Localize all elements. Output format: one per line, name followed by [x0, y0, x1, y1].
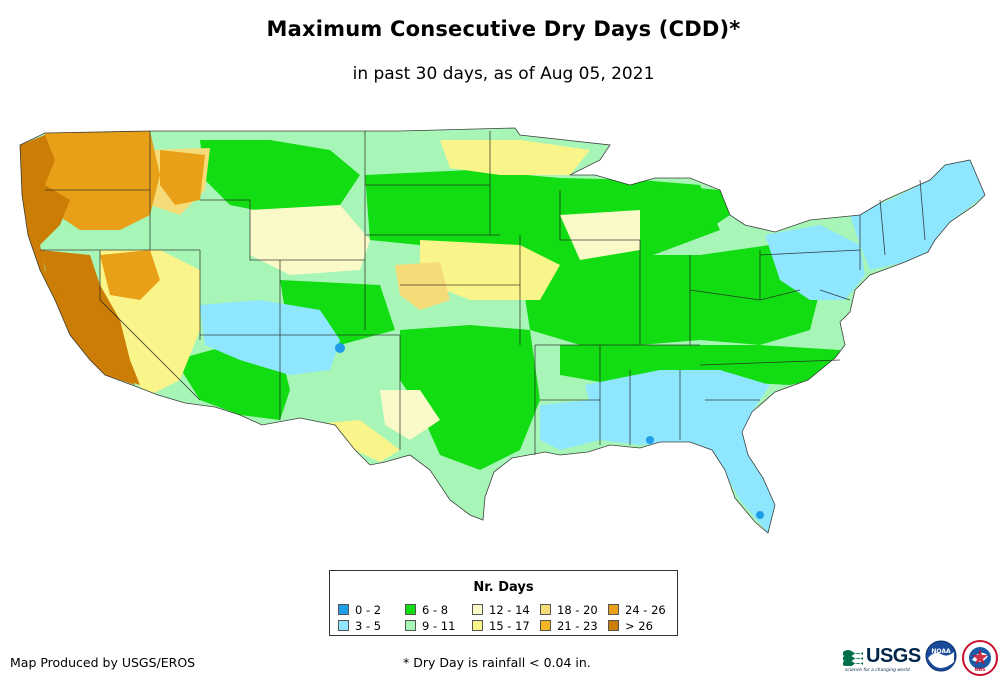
legend-item-9-11: 9 - 11 [405, 618, 455, 633]
legend-swatch [472, 620, 483, 631]
legend: Nr. Days 0 - 2 3 - 5 6 - 8 9 - 11 12 - 1… [329, 570, 678, 636]
legend-item-24-26: 24 - 26 [608, 602, 666, 617]
legend-label: 9 - 11 [422, 618, 456, 633]
usgs-logo: USGS [843, 643, 921, 669]
dry-day-footnote: * Dry Day is rainfall < 0.04 in. [403, 655, 591, 670]
legend-swatch [608, 604, 619, 615]
legend-swatch [338, 620, 349, 631]
legend-swatch [540, 604, 551, 615]
state-boundaries [19, 127, 986, 534]
noaa-logo-text: NOAA [931, 648, 951, 655]
conus-dry-days-map [19, 127, 986, 534]
legend-swatch [405, 604, 416, 615]
legend-swatch [608, 620, 619, 631]
nws-logo-icon: NWS [962, 640, 998, 676]
legend-item-6-8: 6 - 8 [405, 602, 448, 617]
dark-blue-patches [335, 343, 764, 519]
legend-item-over-26: > 26 [608, 618, 653, 633]
legend-grid: 0 - 2 3 - 5 6 - 8 9 - 11 12 - 14 15 - 17… [338, 602, 678, 634]
legend-label: 3 - 5 [355, 618, 382, 633]
legend-swatch [472, 604, 483, 615]
legend-label: 0 - 2 [355, 602, 382, 617]
driest-zone [20, 135, 135, 385]
map-title: Maximum Consecutive Dry Days (CDD)* [266, 17, 741, 41]
legend-item-0-2: 0 - 2 [338, 602, 381, 617]
driest-zone-2 [40, 250, 140, 385]
legend-label: 15 - 17 [489, 618, 530, 633]
legend-item-18-20: 18 - 20 [540, 602, 598, 617]
legend-swatch [540, 620, 551, 631]
legend-item-12-14: 12 - 14 [472, 602, 530, 617]
usgs-wave-icon [843, 650, 863, 666]
legend-label: 12 - 14 [489, 602, 530, 617]
legend-item-21-23: 21 - 23 [540, 618, 598, 633]
usgs-tagline: science for a changing world [845, 668, 910, 673]
legend-label: > 26 [625, 618, 653, 633]
noaa-logo-icon: NOAA [925, 640, 957, 672]
usgs-wordmark: USGS [866, 644, 921, 667]
legend-item-3-5: 3 - 5 [338, 618, 381, 633]
pale-yellow-zones [250, 205, 640, 440]
legend-label: 6 - 8 [422, 602, 449, 617]
legend-item-15-17: 15 - 17 [472, 618, 530, 633]
map-subtitle: in past 30 days, as of Aug 05, 2021 [352, 64, 655, 84]
nws-logo-text: NWS [975, 667, 986, 672]
map-credit: Map Produced by USGS/EROS [10, 655, 196, 670]
legend-label: 24 - 26 [625, 602, 666, 617]
legend-label: 21 - 23 [557, 618, 598, 633]
legend-title: Nr. Days [473, 580, 534, 595]
legend-swatch [405, 620, 416, 631]
legend-swatch [338, 604, 349, 615]
legend-label: 18 - 20 [557, 602, 598, 617]
